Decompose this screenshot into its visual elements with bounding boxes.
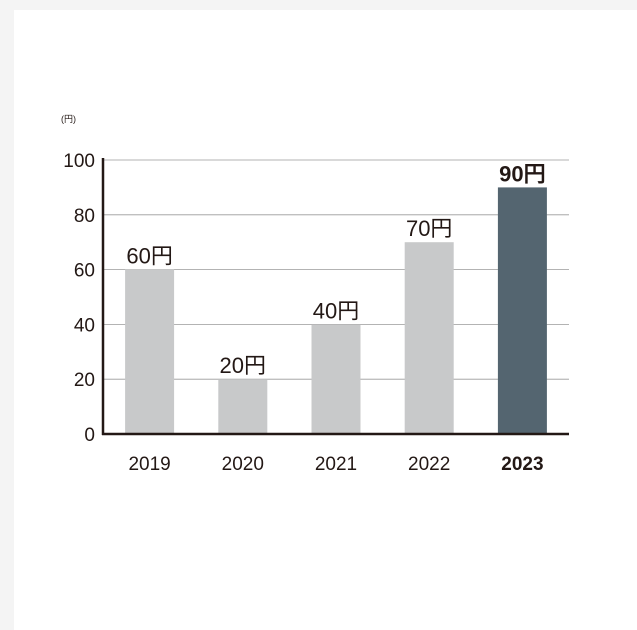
x-tick-label: 2023 [501,454,543,475]
x-tick-label: 2020 [222,454,264,475]
y-tick-label: 80 [74,206,95,227]
y-unit-label: (円) [61,114,76,124]
bar-2019 [125,269,175,434]
x-tick-label: 2022 [408,454,450,475]
data-label: 90円 [499,161,545,186]
bar-2020 [218,379,268,434]
data-label: 20円 [220,353,266,378]
data-labels: 60円 20円 40円 70円 90円 [126,161,545,378]
tick-labels: 0 20 40 60 80 100 2019 2020 2021 2022 2023 [63,151,543,475]
y-tick-label: 40 [74,315,95,336]
y-tick-label: 0 [84,425,95,446]
bar-2022 [404,242,454,434]
bar-2023 [497,187,547,434]
x-tick-label: 2021 [315,454,357,475]
data-label: 40円 [313,298,359,323]
bars [125,187,547,434]
axes [101,158,569,436]
y-tick-label: 20 [74,370,95,391]
bar-2021 [311,324,361,434]
y-tick-label: 100 [63,151,95,172]
x-tick-label: 2019 [128,454,170,475]
y-tick-label: 60 [74,261,95,282]
data-label: 70円 [406,216,452,241]
data-label: 60円 [126,244,172,269]
